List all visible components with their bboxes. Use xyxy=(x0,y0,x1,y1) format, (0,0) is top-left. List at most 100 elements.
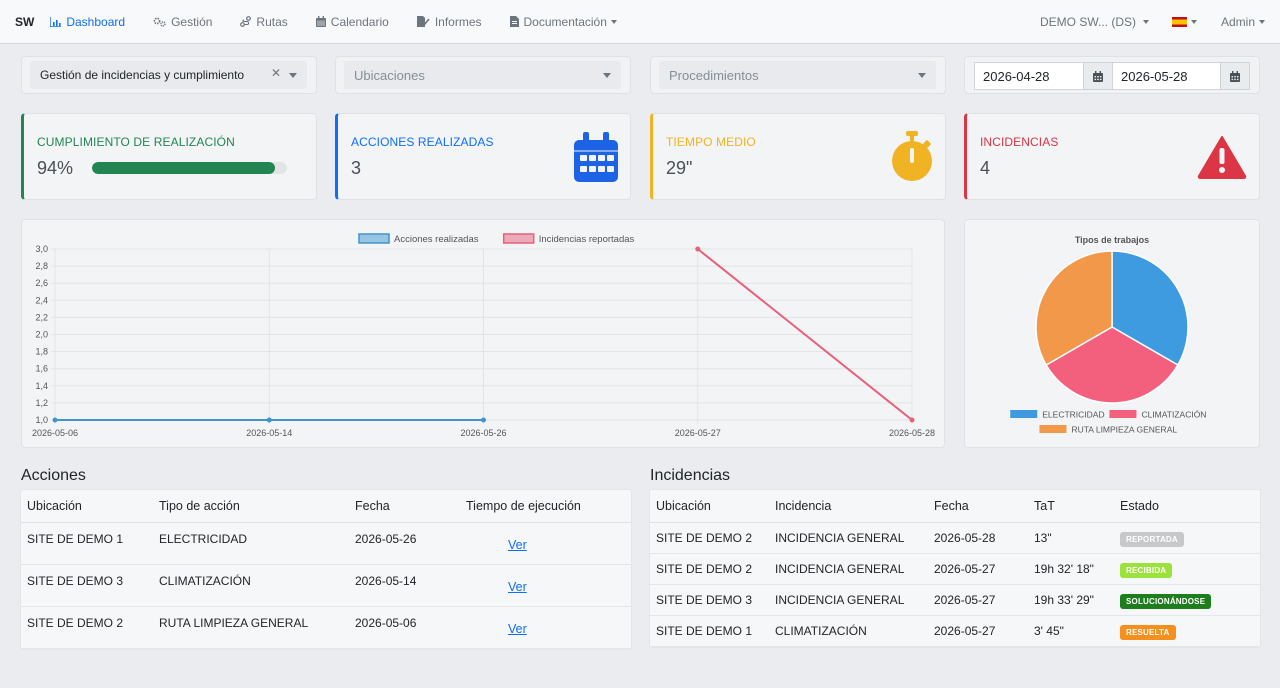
x-tick-label: 2026-05-26 xyxy=(460,428,506,438)
stopwatch-icon xyxy=(892,131,932,181)
legend-label[interactable]: RUTA LIMPIEZA GENERAL xyxy=(1071,425,1177,435)
y-tick-label: 1,6 xyxy=(35,364,48,374)
tat-cell: 19h 32' 18" xyxy=(1028,553,1114,585)
status-badge: RECIBIDA xyxy=(1120,562,1173,578)
y-tick-label: 2,2 xyxy=(35,312,48,322)
site-selector[interactable]: DEMO SW... (DS) xyxy=(1040,15,1149,29)
nav-gestion-label: Gestión xyxy=(171,14,213,29)
warning-triangle-icon xyxy=(1197,136,1247,179)
x-tick-label: 2026-05-06 xyxy=(32,428,78,438)
brand-logo[interactable]: SW xyxy=(15,14,35,29)
legend-label[interactable]: ELECTRICIDAD xyxy=(1042,410,1104,420)
type-select[interactable]: Gestión de incidencias y cumplimiento ✕ xyxy=(30,61,307,89)
data-point[interactable] xyxy=(52,417,58,423)
legend-label[interactable]: Acciones realizadas xyxy=(394,234,479,245)
incident-cell: INCIDENCIA GENERAL xyxy=(769,553,928,585)
pie-slice[interactable] xyxy=(1035,250,1113,367)
location-cell: SITE DE DEMO 3 xyxy=(21,564,153,607)
nav-documentacion-label: Documentación xyxy=(523,14,607,29)
column-header[interactable]: Ubicación xyxy=(650,490,769,523)
dropdown-arrow-icon xyxy=(289,73,297,78)
date-to-input[interactable]: 2026-05-28 xyxy=(1112,62,1222,90)
date-to-calendar-button[interactable] xyxy=(1220,62,1250,90)
type-select-value: Gestión de incidencias y cumplimiento xyxy=(40,68,245,82)
legend-label[interactable]: Incidencias reportadas xyxy=(539,234,635,245)
column-header[interactable]: TaT xyxy=(1028,490,1114,523)
kpi-incidents-label: INCIDENCIAS xyxy=(980,135,1059,149)
nav-dashboard[interactable]: Dashboard xyxy=(50,15,125,29)
nav-calendario[interactable]: Calendario xyxy=(315,14,389,29)
date-from-calendar-button[interactable] xyxy=(1083,62,1113,90)
legend-swatch[interactable] xyxy=(502,233,535,244)
nav-informes[interactable]: Informes xyxy=(416,14,482,29)
action-type-cell: ELECTRICIDAD xyxy=(153,522,349,565)
date-from-input[interactable]: 2026-04-28 xyxy=(974,62,1084,90)
procedures-select-placeholder: Procedimientos xyxy=(669,67,759,83)
data-point[interactable] xyxy=(266,417,272,423)
incidents-table-card: Ubicación Incidencia Fecha TaT Estado SI… xyxy=(650,490,1260,647)
y-tick-label: 3,0 xyxy=(35,244,48,254)
procedures-filter-card: Procedimientos xyxy=(650,56,946,94)
date-cell: 2026-05-26 xyxy=(349,522,460,565)
y-tick-label: 1,2 xyxy=(35,398,48,408)
view-link[interactable]: Ver xyxy=(508,579,527,594)
user-menu[interactable]: Admin xyxy=(1221,15,1265,29)
x-tick-label: 2026-05-14 xyxy=(246,428,292,438)
chevron-down-icon xyxy=(610,19,617,24)
locations-select[interactable]: Ubicaciones xyxy=(344,61,621,89)
column-header[interactable]: Incidencia xyxy=(769,490,928,523)
line-chart-card: Acciones realizadas Incidencias reportada… xyxy=(21,219,945,448)
compliance-progress-fill xyxy=(92,162,276,174)
procedures-select[interactable]: Procedimientos xyxy=(659,61,936,89)
actions-table: Ubicación Tipo de acción Fecha Tiempo de… xyxy=(21,490,631,649)
kpi-actions-card: ACCIONES REALIZADAS 3 xyxy=(335,113,631,200)
legend-swatch[interactable] xyxy=(1109,410,1137,418)
nav-calendario-label: Calendario xyxy=(330,14,389,29)
incidents-section-title: Incidencias xyxy=(650,467,731,484)
tat-cell: 19h 33' 29" xyxy=(1028,584,1114,616)
clear-icon[interactable]: ✕ xyxy=(270,66,281,80)
column-header[interactable]: Fecha xyxy=(928,490,1028,523)
chevron-down-icon xyxy=(1190,20,1197,24)
column-header[interactable]: Ubicación xyxy=(21,490,153,523)
pie-chart-card: Tipos de trabajos ELECTRICIDAD CLIMATIZACI… xyxy=(964,219,1260,448)
legend-swatch[interactable] xyxy=(358,233,390,244)
legend-swatch[interactable] xyxy=(1039,425,1067,433)
nav-rutas-label: Rutas xyxy=(256,14,288,29)
language-selector[interactable] xyxy=(1171,17,1197,27)
nav-gestion[interactable]: Gestión xyxy=(153,15,212,29)
date-cell: 2026-05-27 xyxy=(928,584,1028,616)
table-row: SITE DE DEMO 2 RUTA LIMPIEZA GENERAL 202… xyxy=(21,606,631,649)
spain-flag-icon xyxy=(1171,17,1187,27)
location-cell: SITE DE DEMO 2 xyxy=(650,553,769,585)
status-cell: RECIBIDA xyxy=(1114,553,1260,585)
view-link[interactable]: Ver xyxy=(508,621,527,636)
status-badge: SOLUCIONÁNDOSE xyxy=(1120,593,1212,609)
date-cell: 2026-05-14 xyxy=(349,564,460,607)
table-header-row: Ubicación Incidencia Fecha TaT Estado xyxy=(650,490,1260,523)
date-cell: 2026-05-27 xyxy=(928,615,1028,647)
column-header[interactable]: Fecha xyxy=(349,490,460,523)
date-filter-card: 2026-04-28 2026-05-28 xyxy=(964,56,1260,94)
column-header[interactable]: Estado xyxy=(1114,490,1260,523)
data-point[interactable] xyxy=(909,417,915,423)
column-header[interactable]: Tiempo de ejecución xyxy=(460,490,631,523)
kpi-time-card: TIEMPO MEDIO 29" xyxy=(650,113,946,200)
legend-label[interactable]: CLIMATIZACIÓN xyxy=(1141,410,1206,420)
column-header[interactable]: Tipo de acción xyxy=(153,490,349,523)
location-cell: SITE DE DEMO 2 xyxy=(21,606,153,649)
nav-informes-label: Informes xyxy=(434,14,482,29)
nav-right: DEMO SW... (DS) Admin xyxy=(1040,0,1280,44)
pie-slice[interactable] xyxy=(1111,250,1189,367)
nav-documentacion[interactable]: Documentación xyxy=(509,14,617,29)
data-point[interactable] xyxy=(481,417,486,423)
incidents-table: Ubicación Incidencia Fecha TaT Estado SI… xyxy=(650,490,1260,647)
table-row: SITE DE DEMO 2 INCIDENCIA GENERAL 2026-05-… xyxy=(650,553,1260,585)
locations-filter-card: Ubicaciones xyxy=(335,56,631,94)
action-type-cell: CLIMATIZACIÓN xyxy=(153,564,349,607)
view-link[interactable]: Ver xyxy=(508,537,527,552)
legend-swatch[interactable] xyxy=(1010,410,1038,418)
nav-rutas[interactable]: Rutas xyxy=(240,14,288,29)
nav-dashboard-label: Dashboard xyxy=(66,14,126,29)
data-point[interactable] xyxy=(695,246,701,252)
